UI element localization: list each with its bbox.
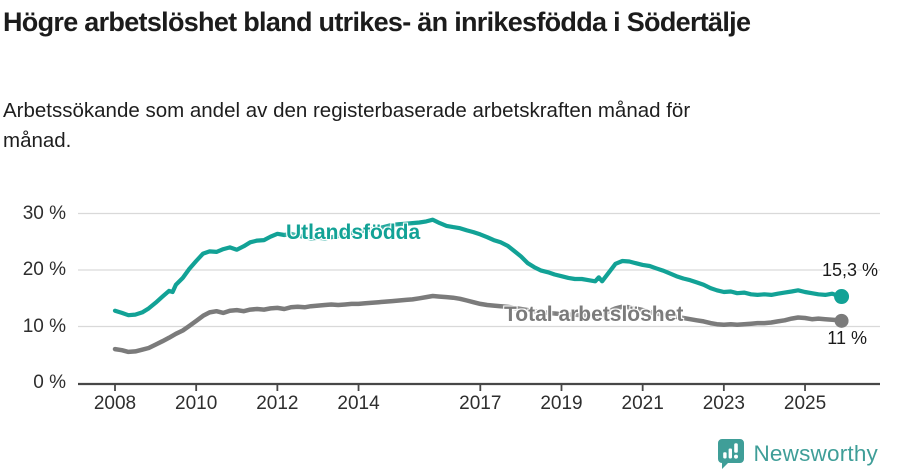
y-tick-label: 20 % <box>22 259 66 280</box>
y-tick-label: 0 % <box>33 372 66 393</box>
x-tick-label: 2008 <box>93 393 137 414</box>
series-label-utlandsfodda: Utlandsfödda <box>286 221 421 244</box>
chart-subtitle: Arbetssökande som andel av den registerb… <box>3 99 691 152</box>
brand-lockup: Newsworthy <box>717 438 878 470</box>
series-line-0 <box>112 217 844 318</box>
page-title: Högre arbetslöshet bland utrikes- än inr… <box>3 7 751 37</box>
series-end-dot-0 <box>834 289 850 305</box>
y-tick-label: 10 % <box>22 315 66 337</box>
x-tick-label: 2012 <box>256 393 299 414</box>
end-value-utlandsfodda: 15,3 % <box>821 260 878 280</box>
x-tick-label: 2010 <box>175 393 218 414</box>
series-end-dot-1 <box>834 313 849 328</box>
newsworthy-logo-icon <box>718 439 745 469</box>
y-tick-label: 30 % <box>22 202 66 224</box>
x-tick-label: 2023 <box>702 393 745 414</box>
series-label-total-arbetsloshet: Total arbetslöshet <box>504 303 684 326</box>
x-tick-label: 2025 <box>783 393 827 414</box>
x-tick-label: 2014 <box>337 393 380 414</box>
end-value-total-arbetsloshet: 11 % <box>827 328 867 348</box>
x-tick-label: 2017 <box>459 393 502 414</box>
series-line-1 <box>112 293 844 355</box>
brand-name: Newsworthy <box>753 441 878 466</box>
x-tick-label: 2019 <box>540 393 583 414</box>
x-tick-label: 2021 <box>621 393 664 414</box>
